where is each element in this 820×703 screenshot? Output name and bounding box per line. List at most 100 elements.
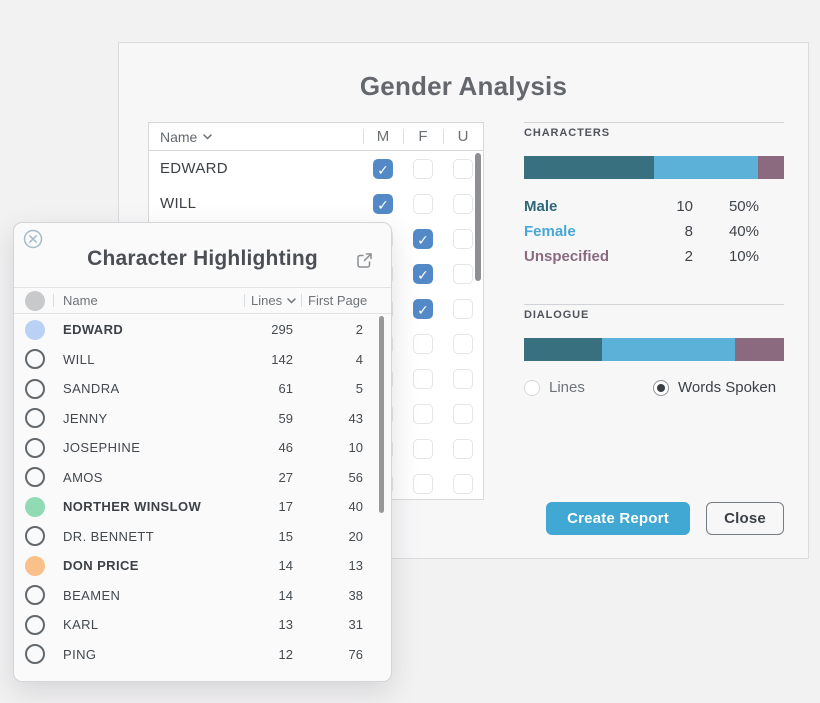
checkbox-f[interactable] [413, 298, 433, 319]
checkbox-f[interactable] [413, 158, 433, 179]
table-scrollbar[interactable] [475, 153, 481, 281]
list-item[interactable]: JENNY 59 43 [14, 404, 391, 434]
checkbox-f[interactable] [413, 263, 433, 284]
checkbox-u[interactable] [453, 298, 473, 319]
column-header-u[interactable]: U [443, 123, 483, 150]
checkbox-cell [443, 298, 483, 319]
bar-segment-unspecified [758, 156, 784, 179]
character-name: DR. BENNETT [63, 528, 155, 544]
first-page-header-label: First Page [308, 293, 368, 308]
dialogue-section-label: DIALOGUE [524, 309, 590, 321]
close-button[interactable]: Close [706, 502, 784, 535]
open-external-icon[interactable] [355, 251, 374, 270]
checkbox-u[interactable] [453, 403, 473, 424]
radio-icon[interactable] [524, 379, 540, 396]
list-item[interactable]: AMOS 27 56 [14, 463, 391, 493]
list-item[interactable]: KARL 13 31 [14, 610, 391, 640]
character-name: SANDRA [63, 381, 120, 397]
close-circle-icon[interactable] [22, 228, 44, 250]
checkbox-f[interactable] [413, 228, 433, 249]
list-item[interactable]: NORTHER WINSLOW 17 40 [14, 492, 391, 522]
highlight-color-circle[interactable] [25, 555, 45, 576]
section-divider [524, 122, 784, 123]
list-item[interactable]: WILL 142 4 [14, 345, 391, 375]
highlight-color-circle[interactable] [25, 496, 45, 517]
gender-table-header: Name M F U [149, 123, 483, 151]
highlight-color-circle[interactable] [25, 614, 45, 635]
list-item[interactable]: PING 12 76 [14, 640, 391, 670]
color-cell [14, 315, 53, 345]
checkbox-u[interactable] [453, 368, 473, 389]
character-name: PING [63, 646, 97, 662]
checkbox-u[interactable] [453, 193, 473, 214]
highlight-color-circle[interactable] [25, 585, 45, 606]
list-item[interactable]: BEAMEN 14 38 [14, 581, 391, 611]
first-page: 13 [348, 558, 363, 574]
highlight-color-circle[interactable] [25, 378, 45, 399]
checkbox-f[interactable] [413, 438, 433, 459]
checkbox-cell [443, 438, 483, 459]
first-page: 5 [355, 381, 363, 397]
lines-column-header[interactable]: Lines [244, 288, 301, 313]
stat-count: 8 [684, 223, 693, 240]
color-cell [14, 404, 53, 434]
dialogue-mode-radios: Lines Words Spoken [524, 379, 784, 399]
radio-icon[interactable] [653, 379, 669, 396]
name-column-header[interactable]: Name [149, 129, 363, 145]
highlight-color-circle[interactable] [25, 408, 45, 429]
name-header-label: Name [160, 128, 198, 145]
checkbox-cell [363, 193, 403, 214]
highlight-color-circle[interactable] [25, 437, 45, 458]
create-report-button[interactable]: Create Report [546, 502, 690, 535]
color-cell [14, 522, 53, 552]
list-scrollbar[interactable] [379, 316, 384, 513]
lines-count: 142 [271, 351, 293, 367]
checkbox-u[interactable] [453, 333, 473, 354]
gender-stats-list: Male 10 50% Female 8 40% Unspecified 2 10% [524, 194, 759, 269]
checkbox-cell [443, 263, 483, 284]
checkbox-f[interactable] [413, 368, 433, 389]
column-header-m[interactable]: M [363, 123, 403, 150]
checkbox-f[interactable] [413, 333, 433, 354]
checkbox-u[interactable] [453, 228, 473, 249]
highlight-color-circle[interactable] [25, 467, 45, 488]
checkbox-u[interactable] [453, 438, 473, 459]
character-highlighting-panel: Character Highlighting Name Lines First … [13, 222, 392, 682]
checkbox-u[interactable] [453, 263, 473, 284]
checkbox-f[interactable] [413, 473, 433, 494]
list-item[interactable]: DON PRICE 14 13 [14, 551, 391, 581]
first-page: 40 [348, 499, 363, 515]
lines-count: 17 [278, 499, 293, 515]
checkbox-cell [403, 263, 443, 284]
highlight-color-circle[interactable] [25, 349, 45, 370]
character-name: JOSEPHINE [63, 440, 141, 456]
lines-count: 61 [278, 381, 293, 397]
checkbox-f[interactable] [413, 403, 433, 424]
checkbox-m[interactable] [373, 193, 393, 214]
checkbox-u[interactable] [453, 473, 473, 494]
list-item[interactable]: EDWARD 295 2 [14, 315, 391, 345]
checkbox-m[interactable] [373, 158, 393, 179]
checkbox-u[interactable] [453, 158, 473, 179]
list-item[interactable]: JOSEPHINE 46 10 [14, 433, 391, 463]
first-page-column-header[interactable]: First Page [301, 288, 375, 313]
character-name: EDWARD [63, 322, 124, 338]
chevron-down-icon [203, 133, 213, 140]
radio-label: Lines [549, 379, 585, 396]
radio-option-words-spoken[interactable]: Words Spoken [653, 379, 776, 396]
checkbox-f[interactable] [413, 193, 433, 214]
lines-count: 15 [278, 528, 293, 544]
checkbox-cell [443, 228, 483, 249]
radio-option-lines[interactable]: Lines [524, 379, 585, 396]
lines-header-label: Lines [251, 293, 283, 308]
highlight-color-circle[interactable] [25, 319, 45, 340]
list-item[interactable]: DR. BENNETT 15 20 [14, 522, 391, 552]
highlight-color-circle[interactable] [25, 526, 45, 547]
character-list: EDWARD 295 2 WILL 142 4 SANDRA 61 5 JENNY 59 43 JOSE… [14, 315, 391, 669]
list-item[interactable]: SANDRA 61 5 [14, 374, 391, 404]
checkbox-cell [403, 158, 443, 179]
highlight-color-circle[interactable] [25, 644, 45, 665]
column-header-f[interactable]: F [403, 123, 443, 150]
name-column-header[interactable]: Name [53, 288, 244, 313]
character-name: WILL [160, 195, 197, 212]
